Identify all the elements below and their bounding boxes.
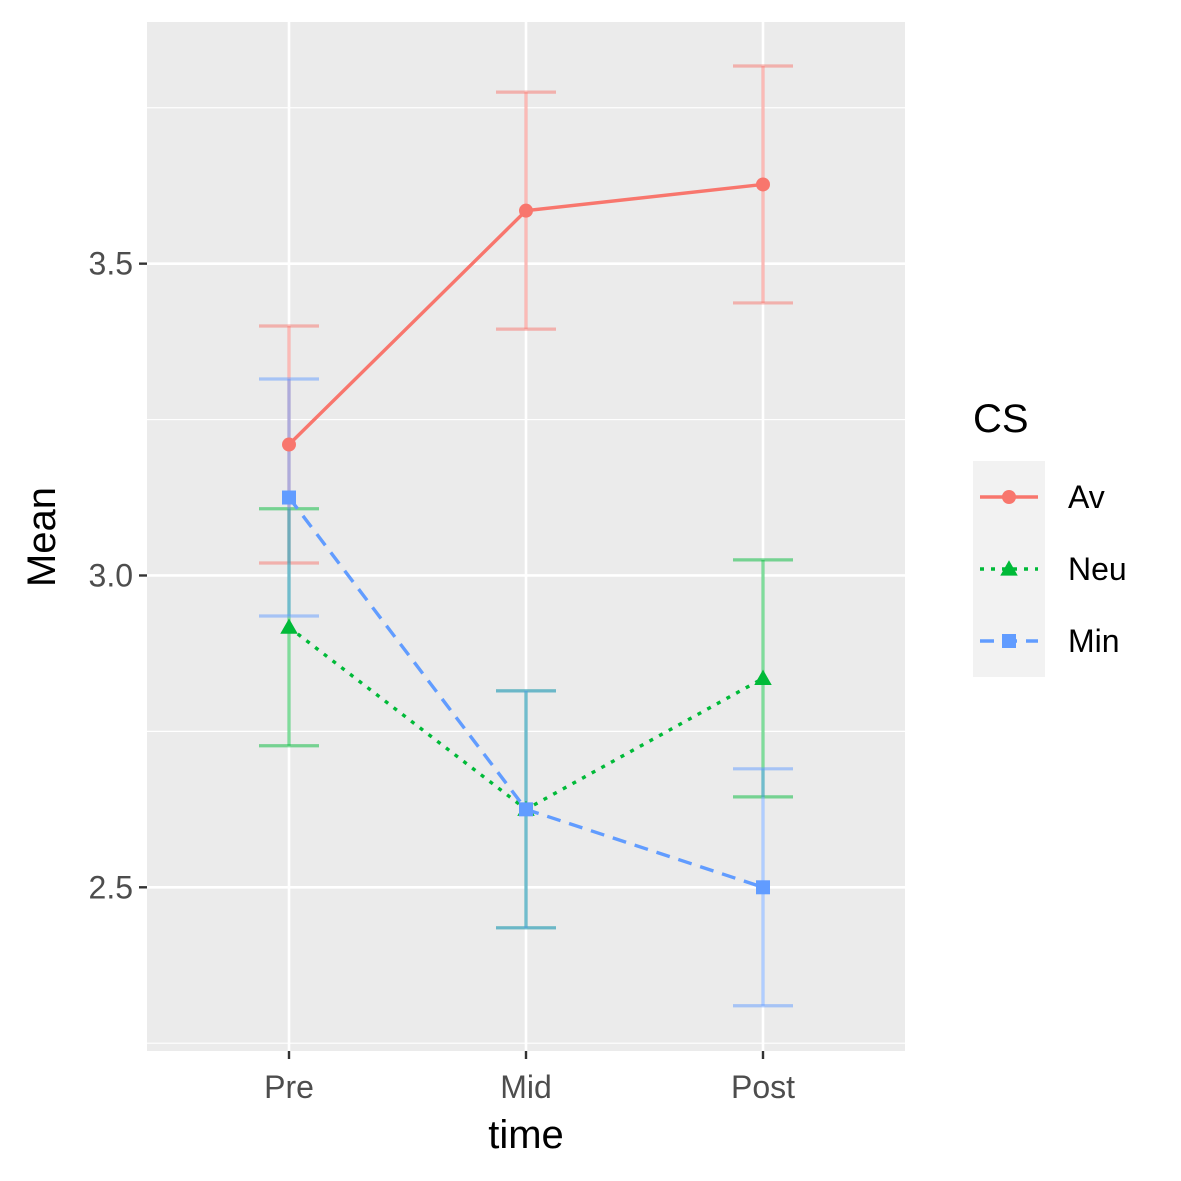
legend: CS Av Neu Min xyxy=(973,397,1127,677)
data-point-min xyxy=(519,802,533,817)
legend-key-marker-min xyxy=(1002,634,1016,648)
y-tick-label: 2.5 xyxy=(89,869,133,905)
y-axis-title: Mean xyxy=(20,487,64,587)
legend-item-neu: Neu xyxy=(980,551,1127,587)
axes: 2.5 3.0 3.5 Pre Mid Post xyxy=(89,246,796,1105)
series-points xyxy=(280,177,772,895)
legend-label-min: Min xyxy=(1068,623,1120,659)
x-axis-title: time xyxy=(488,1113,564,1157)
legend-label-av: Av xyxy=(1068,479,1105,515)
data-point-av xyxy=(519,203,533,218)
x-tick-label: Mid xyxy=(500,1069,552,1105)
legend-items: Av Neu Min xyxy=(980,479,1127,659)
data-point-av xyxy=(756,177,770,192)
x-tick-label: Pre xyxy=(264,1069,314,1105)
legend-label-neu: Neu xyxy=(1068,551,1127,587)
data-point-neu xyxy=(754,669,772,685)
legend-key-marker-neu xyxy=(1000,560,1018,576)
y-tick-label: 3.0 xyxy=(89,557,133,593)
legend-item-av: Av xyxy=(980,479,1105,515)
legend-key-marker-av xyxy=(1002,490,1016,504)
y-tick-label: 3.5 xyxy=(89,246,133,282)
legend-title: CS xyxy=(973,397,1029,441)
data-point-neu xyxy=(280,618,298,634)
data-point-av xyxy=(282,437,296,452)
data-point-min xyxy=(282,490,296,505)
legend-item-min: Min xyxy=(980,623,1120,659)
data-point-min xyxy=(756,880,770,895)
x-tick-label: Post xyxy=(731,1069,795,1105)
